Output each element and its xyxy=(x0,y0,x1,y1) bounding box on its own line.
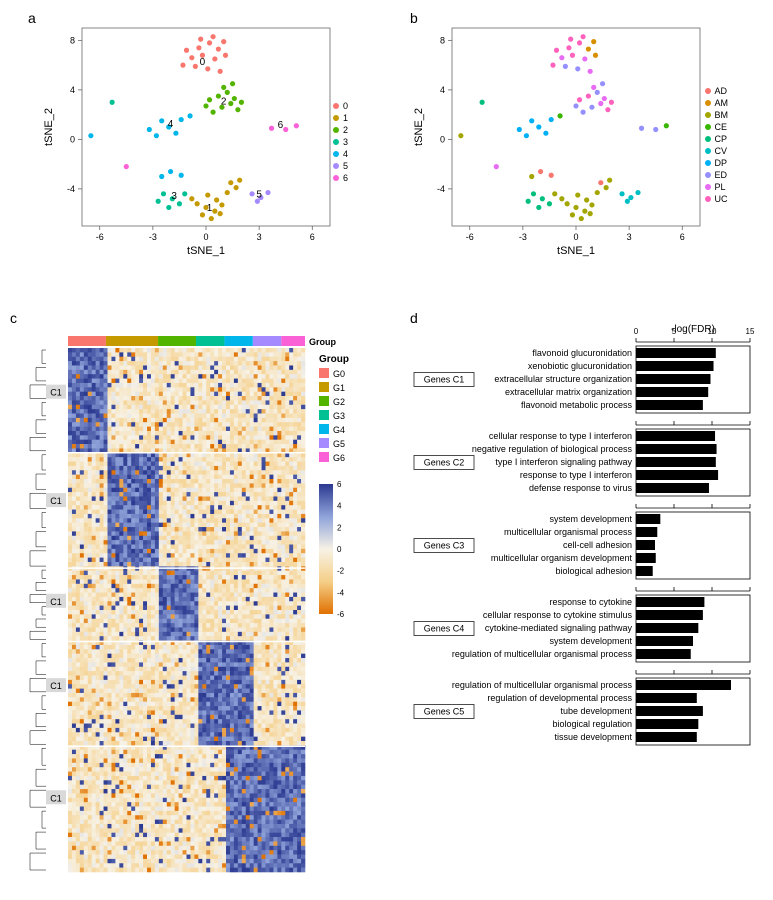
legend-item: 4 xyxy=(333,148,348,160)
legend-item: 2 xyxy=(333,124,348,136)
legend-item: 5 xyxy=(333,160,348,172)
panel-a-scatter: -6-3036-4048tSNE_1tSNE_20123456 0123456 xyxy=(40,20,340,260)
legend-item: CV xyxy=(705,145,729,157)
svg-text:8: 8 xyxy=(440,35,445,45)
svg-text:tSNE_2: tSNE_2 xyxy=(43,108,55,146)
legend-item: AM xyxy=(705,97,729,109)
svg-text:3: 3 xyxy=(257,232,262,242)
svg-text:2: 2 xyxy=(221,97,227,108)
svg-text:4: 4 xyxy=(168,119,174,130)
legend-item: 3 xyxy=(333,136,348,148)
svg-text:6: 6 xyxy=(310,232,315,242)
svg-text:6: 6 xyxy=(278,120,284,131)
panel-a-legend: 0123456 xyxy=(333,100,348,184)
svg-text:-6: -6 xyxy=(96,232,104,242)
svg-text:-4: -4 xyxy=(437,184,445,194)
svg-text:3: 3 xyxy=(627,232,632,242)
legend-item: DP xyxy=(705,157,729,169)
svg-text:-3: -3 xyxy=(519,232,527,242)
svg-text:tSNE_1: tSNE_1 xyxy=(187,245,225,257)
legend-item: UC xyxy=(705,193,729,205)
panel-b-scatter: -6-3036-4048tSNE_1tSNE_2 ADAMBMCECPCVDPE… xyxy=(410,20,710,260)
svg-text:5: 5 xyxy=(256,190,262,201)
legend-item: AD xyxy=(705,85,729,97)
panel-label-a: a xyxy=(28,10,36,26)
svg-text:1: 1 xyxy=(207,203,213,214)
svg-text:0: 0 xyxy=(200,57,206,68)
svg-text:0: 0 xyxy=(203,232,208,242)
legend-item: BM xyxy=(705,109,729,121)
legend-item: 6 xyxy=(333,172,348,184)
svg-text:tSNE_1: tSNE_1 xyxy=(557,245,595,257)
svg-text:4: 4 xyxy=(440,85,445,95)
svg-text:-4: -4 xyxy=(67,184,75,194)
legend-item: CP xyxy=(705,133,729,145)
svg-text:0: 0 xyxy=(573,232,578,242)
svg-text:0: 0 xyxy=(440,134,445,144)
svg-text:8: 8 xyxy=(70,35,75,45)
svg-text:-3: -3 xyxy=(149,232,157,242)
svg-text:-6: -6 xyxy=(466,232,474,242)
svg-text:0: 0 xyxy=(70,134,75,144)
legend-item: PL xyxy=(705,181,729,193)
panel-c-heatmap: GroupC1C1C1C1C1GroupG0G1G2G3G4G5G66420-2… xyxy=(10,320,390,880)
figure: a b c d -6-3036-4048tSNE_1tSNE_20123456 … xyxy=(10,10,763,890)
svg-text:tSNE_2: tSNE_2 xyxy=(413,108,425,146)
svg-text:4: 4 xyxy=(70,85,75,95)
panel-d-bars: -log(FDR)051015Genes C1flavonoid glucuro… xyxy=(410,320,760,880)
legend-item: 1 xyxy=(333,112,348,124)
svg-text:3: 3 xyxy=(171,191,177,202)
legend-item: CE xyxy=(705,121,729,133)
svg-text:6: 6 xyxy=(680,232,685,242)
legend-item: ED xyxy=(705,169,729,181)
legend-item: 0 xyxy=(333,100,348,112)
panel-b-legend: ADAMBMCECPCVDPEDPLUC xyxy=(705,85,729,205)
svg-text:Group: Group xyxy=(309,337,336,347)
